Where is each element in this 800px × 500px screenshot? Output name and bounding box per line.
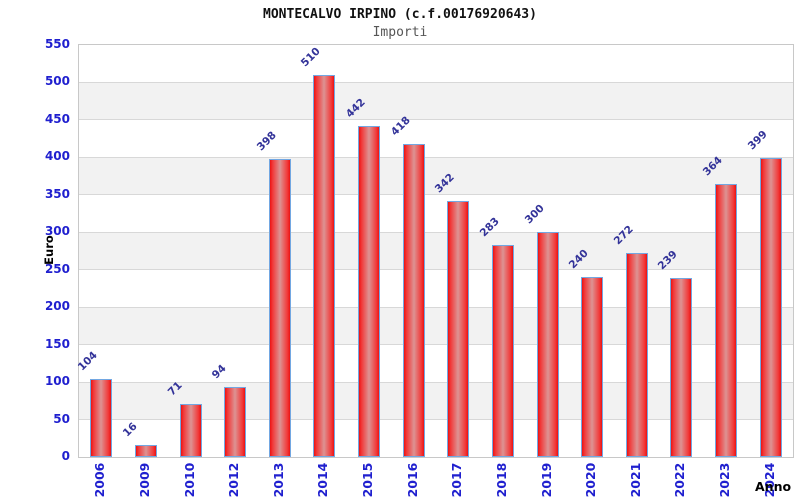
y-tick-label: 300: [44, 224, 70, 239]
x-tick-label: 2021: [627, 462, 643, 498]
bar-2012: [224, 386, 247, 457]
bar-2020: [581, 277, 604, 457]
bar-2017: [447, 200, 470, 457]
y-tick-label: 450: [44, 111, 70, 126]
y-tick-label: 0: [61, 449, 70, 463]
bar-2006: [90, 379, 113, 457]
x-tick-label: 2013: [270, 462, 286, 498]
x-tick-label: 2020: [583, 462, 599, 498]
x-tick-label: 2017: [449, 462, 465, 498]
bar-2015: [358, 125, 381, 457]
bar-2013: [268, 158, 291, 457]
gridline: [79, 419, 793, 421]
gridline: [79, 231, 793, 233]
y-tick-label: 200: [44, 299, 70, 314]
chart-subtitle: Importi: [372, 25, 428, 40]
bar-2023: [715, 184, 738, 457]
y-tick-label: 350: [44, 186, 70, 201]
x-tick-label: 2014: [315, 462, 331, 498]
bar-2010: [179, 403, 202, 457]
bar-2022: [670, 277, 693, 457]
y-tick-label: 550: [44, 37, 70, 51]
y-tick-label: 250: [44, 261, 70, 276]
bar-2024: [759, 158, 782, 457]
bar-2018: [491, 245, 514, 457]
bar-2016: [402, 143, 425, 457]
gridline: [79, 269, 793, 271]
x-tick-label: 2019: [538, 462, 554, 498]
y-tick-label: 100: [44, 374, 70, 389]
x-axis-title: Anno: [755, 479, 792, 494]
x-tick-label: 2009: [136, 462, 152, 498]
gridline: [79, 194, 793, 196]
bar-2009: [134, 445, 157, 457]
y-tick-label: 500: [44, 74, 70, 89]
x-tick-label: 2016: [404, 462, 420, 498]
x-tick-label: 2022: [672, 462, 688, 498]
plot-band: [79, 232, 793, 270]
bar-2019: [536, 232, 559, 457]
y-axis-title: Euro: [42, 235, 56, 265]
y-tick-label: 400: [44, 149, 70, 164]
x-tick-label: 2018: [493, 462, 509, 498]
x-tick-label: 2015: [360, 462, 376, 498]
gridline: [79, 156, 793, 158]
chart-title: MONTECALVO IRPINO (c.f.00176920643): [263, 7, 537, 22]
gridline: [79, 119, 793, 121]
plot-band: [79, 82, 793, 120]
gridline: [79, 81, 793, 83]
x-tick-label: 2023: [717, 462, 733, 498]
x-tick-label: 2010: [181, 462, 197, 498]
bar-2021: [625, 253, 648, 457]
x-tick-label: 2012: [226, 462, 242, 498]
bar-2014: [313, 74, 336, 457]
gridline: [79, 381, 793, 383]
plot-area: [78, 44, 794, 458]
gridline: [79, 344, 793, 346]
y-tick-label: 150: [44, 336, 70, 351]
gridline: [79, 306, 793, 308]
x-tick-label: 2006: [92, 462, 108, 498]
y-tick-label: 50: [53, 411, 70, 426]
plot-band: [79, 157, 793, 195]
